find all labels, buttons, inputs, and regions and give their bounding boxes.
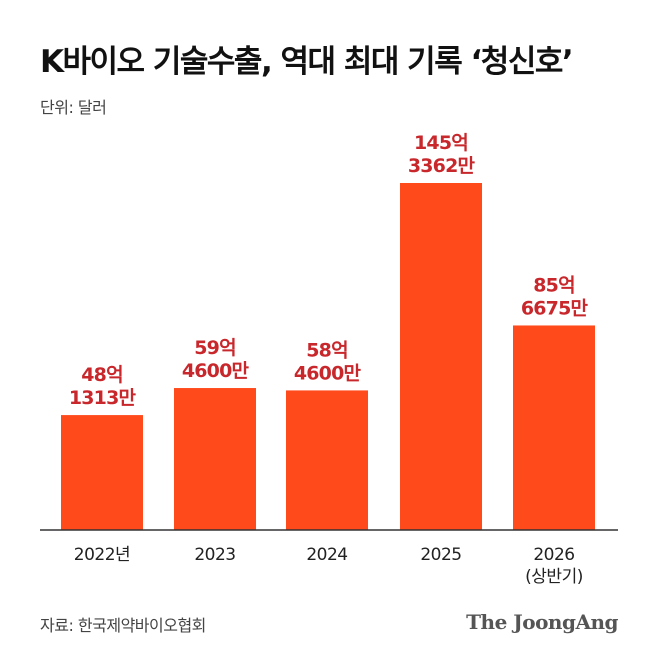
unit-label: 단위: 달러 — [40, 98, 107, 117]
data-label: 48억 1313만 — [69, 364, 137, 409]
bar — [286, 390, 368, 530]
category-label: 2024 — [306, 545, 347, 565]
category-label: 2025 — [420, 545, 461, 565]
bar — [400, 183, 482, 530]
bar — [61, 415, 143, 530]
publisher-logo: The JoongAng — [466, 610, 618, 634]
data-label: 145억 3362만 — [408, 132, 476, 177]
data-label: 85억 6675만 — [521, 274, 589, 319]
bar-chart: 48억 1313만 2022년 59억 4600만 2023 58억 4600만 2024 145… — [40, 132, 618, 587]
data-label: 58억 4600만 — [294, 339, 362, 384]
chart-title: K바이오 기술수출, 역대 최대 기록 ‘청신호’ — [40, 44, 574, 80]
data-label: 59억 4600만 — [182, 337, 250, 382]
bar — [513, 325, 595, 530]
category-label: 2023 — [194, 545, 235, 565]
bar — [174, 388, 256, 530]
category-label: 2026 (상반기) — [525, 545, 583, 587]
source-note: 자료: 한국제약바이오협회 — [40, 616, 206, 635]
category-label: 2022년 — [74, 545, 130, 565]
